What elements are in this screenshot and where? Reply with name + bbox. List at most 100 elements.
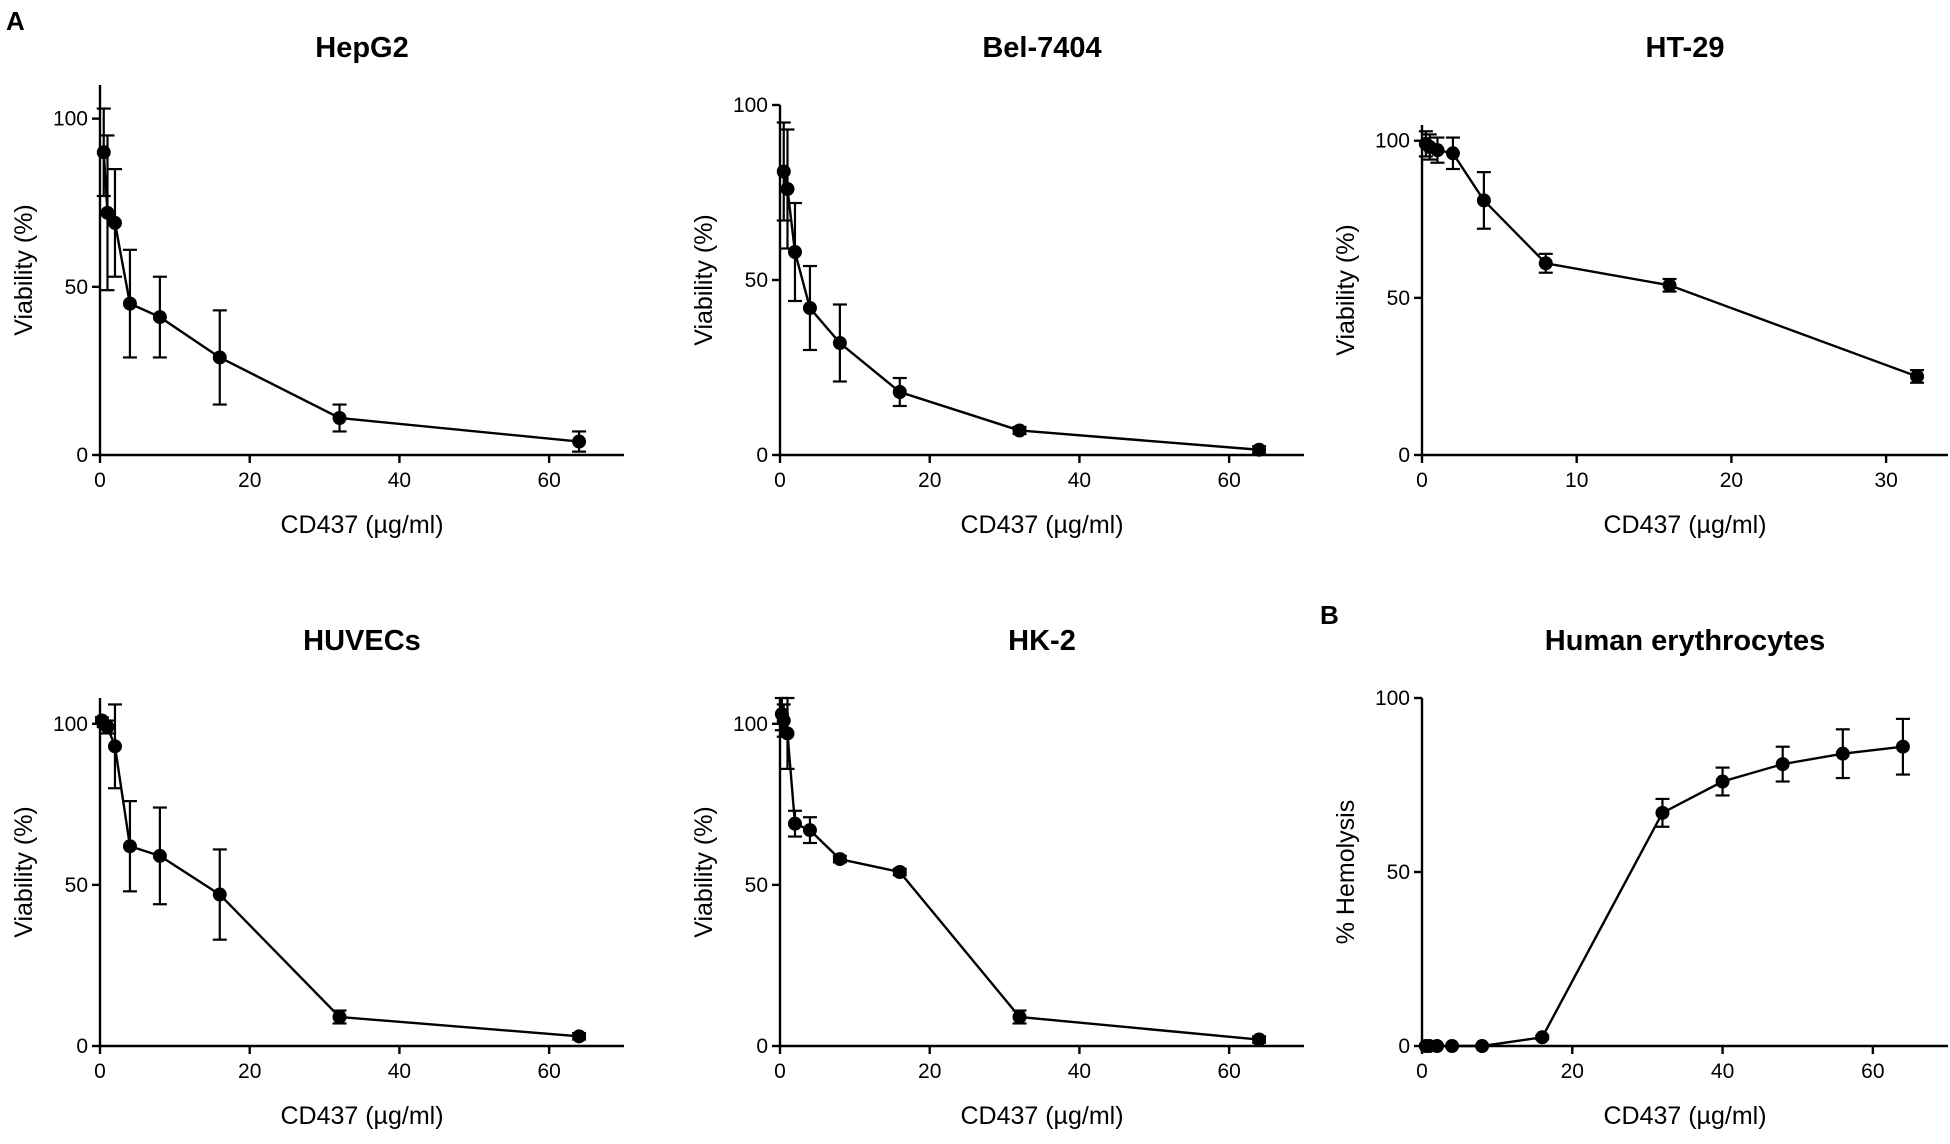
y-tick-label: 100 bbox=[733, 713, 768, 736]
data-point bbox=[1445, 1039, 1460, 1053]
y-tick-label: 100 bbox=[733, 94, 768, 117]
data-point bbox=[100, 720, 115, 734]
data-point bbox=[1012, 423, 1027, 438]
y-axis-label: Viability (%) bbox=[690, 214, 718, 346]
series-line bbox=[1425, 745, 1904, 1048]
data-point bbox=[107, 215, 122, 230]
data-point bbox=[776, 713, 791, 728]
y-tick-label: 50 bbox=[65, 874, 88, 897]
x-tick-label: 0 bbox=[774, 469, 786, 492]
y-tick-label: 0 bbox=[756, 444, 768, 467]
y-tick-label: 100 bbox=[1375, 687, 1410, 710]
y-tick-label: 50 bbox=[745, 874, 768, 897]
y-axis-label: % Hemolysis bbox=[1332, 800, 1360, 944]
data-point bbox=[1895, 739, 1910, 754]
x-tick-label: 20 bbox=[1720, 469, 1743, 492]
data-point bbox=[1715, 774, 1730, 789]
data-point bbox=[832, 852, 847, 867]
x-tick-label: 20 bbox=[1561, 1060, 1584, 1083]
data-point bbox=[1430, 143, 1445, 158]
data-point bbox=[332, 1010, 347, 1024]
y-tick-label: 0 bbox=[756, 1035, 768, 1058]
data-point bbox=[212, 887, 227, 902]
data-point bbox=[1475, 1039, 1490, 1053]
chart-6: Human erythrocytes 0 50 100 0 20 40 60 CD437 (µg… bbox=[1332, 625, 1948, 1130]
x-tick-label: 30 bbox=[1874, 469, 1897, 492]
x-tick-label: 40 bbox=[388, 469, 411, 492]
x-tick-label: 0 bbox=[94, 1060, 106, 1083]
data-point bbox=[1538, 256, 1553, 271]
series-line bbox=[782, 171, 1260, 451]
chart-title: Bel-7404 bbox=[982, 32, 1101, 64]
data-point bbox=[1662, 278, 1677, 293]
x-tick-label: 60 bbox=[1217, 469, 1240, 492]
x-tick-label: 40 bbox=[1068, 1060, 1091, 1083]
y-tick-label: 100 bbox=[53, 108, 88, 131]
data-point bbox=[122, 839, 137, 854]
data-point bbox=[802, 301, 817, 315]
data-point bbox=[107, 739, 122, 754]
data-point bbox=[892, 385, 907, 399]
y-tick-label: 50 bbox=[745, 269, 768, 292]
data-point bbox=[892, 865, 907, 879]
data-point bbox=[780, 726, 795, 741]
data-point bbox=[787, 816, 802, 831]
x-tick-label: 60 bbox=[1861, 1060, 1884, 1083]
x-tick-label: 0 bbox=[94, 469, 106, 492]
data-point bbox=[1012, 1010, 1027, 1024]
chart-3: HT-29 0 50 100 0 10 20 30 CD437 (µg/ml) Viability… bbox=[1332, 32, 1948, 539]
x-axis-label: CD437 (µg/ml) bbox=[280, 511, 443, 539]
x-tick-label: 20 bbox=[918, 1060, 941, 1083]
y-tick-label: 0 bbox=[1398, 444, 1410, 467]
chart-5: HK-2 0 50 100 0 20 40 60 CD437 (µg/ml) Viability … bbox=[690, 625, 1304, 1130]
x-tick-label: 60 bbox=[537, 1060, 560, 1083]
data-point bbox=[1445, 146, 1460, 161]
y-tick-label: 100 bbox=[53, 713, 88, 736]
x-tick-label: 20 bbox=[238, 469, 261, 492]
y-axis-label: Viability (%) bbox=[690, 806, 718, 938]
data-point bbox=[152, 310, 167, 325]
data-point bbox=[1252, 1032, 1267, 1047]
data-point bbox=[96, 145, 111, 160]
y-axis-label: Viability (%) bbox=[1332, 224, 1360, 356]
x-tick-label: 40 bbox=[1711, 1060, 1734, 1083]
data-point bbox=[780, 182, 795, 196]
data-point bbox=[1910, 369, 1925, 384]
series-line bbox=[1425, 142, 1918, 378]
data-point bbox=[1430, 1039, 1445, 1053]
data-point bbox=[212, 350, 227, 365]
y-tick-label: 50 bbox=[1387, 287, 1410, 310]
x-axis-label: CD437 (µg/ml) bbox=[1603, 1102, 1766, 1130]
x-axis-label: CD437 (µg/ml) bbox=[960, 511, 1123, 539]
panel-label-b: B bbox=[1320, 600, 1339, 630]
data-point bbox=[332, 411, 347, 425]
charts-group: HepG2 0 50 100 0 20 40 60 CD437 (µg/ml) Viability… bbox=[10, 32, 1948, 1130]
y-tick-label: 50 bbox=[1387, 861, 1410, 884]
y-tick-label: 0 bbox=[76, 1035, 88, 1058]
data-point bbox=[802, 823, 817, 838]
data-point bbox=[152, 848, 167, 863]
data-point bbox=[1252, 442, 1267, 457]
x-tick-label: 40 bbox=[388, 1060, 411, 1083]
panel-label-a: A bbox=[6, 6, 25, 36]
data-point bbox=[787, 245, 802, 259]
chart-title: HT-29 bbox=[1646, 32, 1725, 64]
y-tick-label: 100 bbox=[1375, 130, 1410, 153]
data-point bbox=[1476, 193, 1491, 208]
chart-title: HepG2 bbox=[315, 32, 408, 64]
series-line bbox=[102, 152, 580, 443]
data-point bbox=[1535, 1030, 1550, 1045]
x-tick-label: 20 bbox=[238, 1060, 261, 1083]
x-axis-label: CD437 (µg/ml) bbox=[960, 1102, 1123, 1130]
x-axis-label: CD437 (µg/ml) bbox=[280, 1102, 443, 1130]
x-tick-label: 0 bbox=[1416, 1060, 1428, 1083]
x-axis-label: CD437 (µg/ml) bbox=[1603, 511, 1766, 539]
data-point bbox=[122, 296, 137, 311]
x-tick-label: 60 bbox=[1217, 1060, 1240, 1083]
chart-2: Bel-7404 0 50 100 0 20 40 60 CD437 (µg/ml) Viabil… bbox=[690, 32, 1304, 539]
x-tick-label: 0 bbox=[1416, 469, 1428, 492]
y-tick-label: 50 bbox=[65, 276, 88, 299]
chart-title: HK-2 bbox=[1008, 625, 1076, 657]
